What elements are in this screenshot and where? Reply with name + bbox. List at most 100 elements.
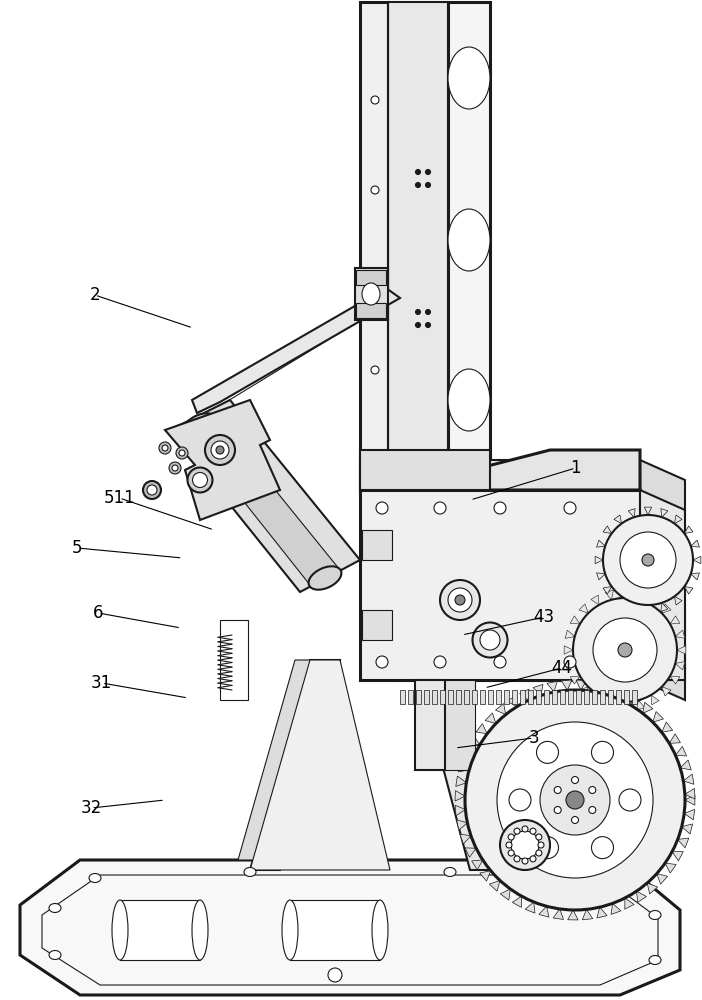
- Polygon shape: [539, 906, 549, 917]
- Text: 511: 511: [103, 489, 135, 507]
- Polygon shape: [290, 900, 380, 960]
- Polygon shape: [675, 662, 685, 670]
- Polygon shape: [512, 690, 517, 704]
- Text: 43: 43: [534, 608, 555, 626]
- Polygon shape: [632, 690, 637, 704]
- Ellipse shape: [434, 656, 446, 668]
- Polygon shape: [605, 590, 614, 600]
- Polygon shape: [553, 909, 564, 919]
- Polygon shape: [590, 681, 601, 692]
- Polygon shape: [661, 603, 668, 611]
- Ellipse shape: [416, 182, 420, 188]
- Ellipse shape: [162, 445, 168, 451]
- Polygon shape: [682, 824, 693, 834]
- Polygon shape: [608, 690, 613, 704]
- Polygon shape: [675, 596, 682, 605]
- Ellipse shape: [49, 904, 61, 912]
- Polygon shape: [685, 795, 695, 805]
- Polygon shape: [501, 889, 510, 900]
- Polygon shape: [496, 690, 501, 704]
- Polygon shape: [388, 2, 448, 490]
- Polygon shape: [192, 288, 400, 413]
- Ellipse shape: [649, 910, 661, 920]
- Polygon shape: [605, 684, 615, 695]
- Ellipse shape: [362, 283, 380, 305]
- Polygon shape: [165, 400, 280, 520]
- Polygon shape: [394, 490, 640, 680]
- Text: 3: 3: [528, 729, 539, 747]
- Polygon shape: [621, 589, 629, 598]
- Polygon shape: [614, 515, 621, 524]
- Ellipse shape: [642, 554, 654, 566]
- Ellipse shape: [440, 580, 480, 620]
- Polygon shape: [651, 595, 659, 605]
- Polygon shape: [637, 590, 645, 600]
- Polygon shape: [544, 690, 549, 704]
- Polygon shape: [691, 573, 699, 580]
- Text: 6: 6: [93, 604, 103, 622]
- Polygon shape: [536, 690, 541, 704]
- Ellipse shape: [536, 834, 542, 840]
- Polygon shape: [195, 428, 340, 585]
- Polygon shape: [632, 695, 641, 706]
- Polygon shape: [479, 871, 491, 881]
- Polygon shape: [570, 616, 580, 624]
- Polygon shape: [424, 690, 429, 704]
- Polygon shape: [675, 630, 685, 638]
- Polygon shape: [583, 909, 592, 920]
- Ellipse shape: [554, 806, 561, 814]
- Ellipse shape: [416, 310, 420, 314]
- Text: 32: 32: [81, 799, 102, 817]
- Ellipse shape: [536, 837, 559, 859]
- Polygon shape: [512, 896, 522, 907]
- Polygon shape: [476, 724, 487, 734]
- Polygon shape: [525, 902, 535, 913]
- Ellipse shape: [509, 789, 531, 811]
- Ellipse shape: [522, 858, 528, 864]
- Polygon shape: [356, 270, 386, 285]
- Polygon shape: [685, 788, 695, 799]
- Ellipse shape: [554, 786, 561, 794]
- Polygon shape: [619, 688, 628, 700]
- Polygon shape: [677, 646, 686, 654]
- Polygon shape: [637, 700, 645, 710]
- Polygon shape: [643, 702, 653, 713]
- Polygon shape: [170, 400, 360, 592]
- Ellipse shape: [425, 322, 430, 328]
- Polygon shape: [595, 556, 603, 564]
- Polygon shape: [360, 460, 640, 490]
- Polygon shape: [463, 748, 474, 758]
- Polygon shape: [564, 646, 573, 654]
- Polygon shape: [460, 834, 471, 844]
- Polygon shape: [455, 791, 465, 801]
- Polygon shape: [665, 863, 676, 873]
- Ellipse shape: [514, 856, 520, 862]
- Ellipse shape: [448, 588, 472, 612]
- Ellipse shape: [371, 366, 379, 374]
- Polygon shape: [464, 690, 469, 704]
- Text: 31: 31: [91, 674, 112, 692]
- Polygon shape: [675, 515, 682, 524]
- Polygon shape: [415, 680, 445, 770]
- Ellipse shape: [371, 96, 379, 104]
- Polygon shape: [579, 687, 588, 696]
- Ellipse shape: [179, 450, 185, 456]
- Ellipse shape: [282, 900, 298, 960]
- Polygon shape: [568, 690, 573, 704]
- Ellipse shape: [589, 806, 596, 814]
- Polygon shape: [624, 690, 629, 704]
- Polygon shape: [670, 616, 680, 624]
- Ellipse shape: [192, 900, 208, 960]
- Ellipse shape: [176, 447, 188, 459]
- Polygon shape: [400, 690, 405, 704]
- Ellipse shape: [506, 842, 512, 848]
- Polygon shape: [360, 450, 490, 490]
- Ellipse shape: [455, 595, 465, 605]
- Polygon shape: [644, 507, 651, 515]
- Ellipse shape: [508, 850, 514, 856]
- Ellipse shape: [184, 413, 216, 437]
- Polygon shape: [20, 860, 680, 995]
- Ellipse shape: [472, 622, 508, 658]
- Polygon shape: [591, 595, 599, 605]
- Polygon shape: [455, 805, 465, 816]
